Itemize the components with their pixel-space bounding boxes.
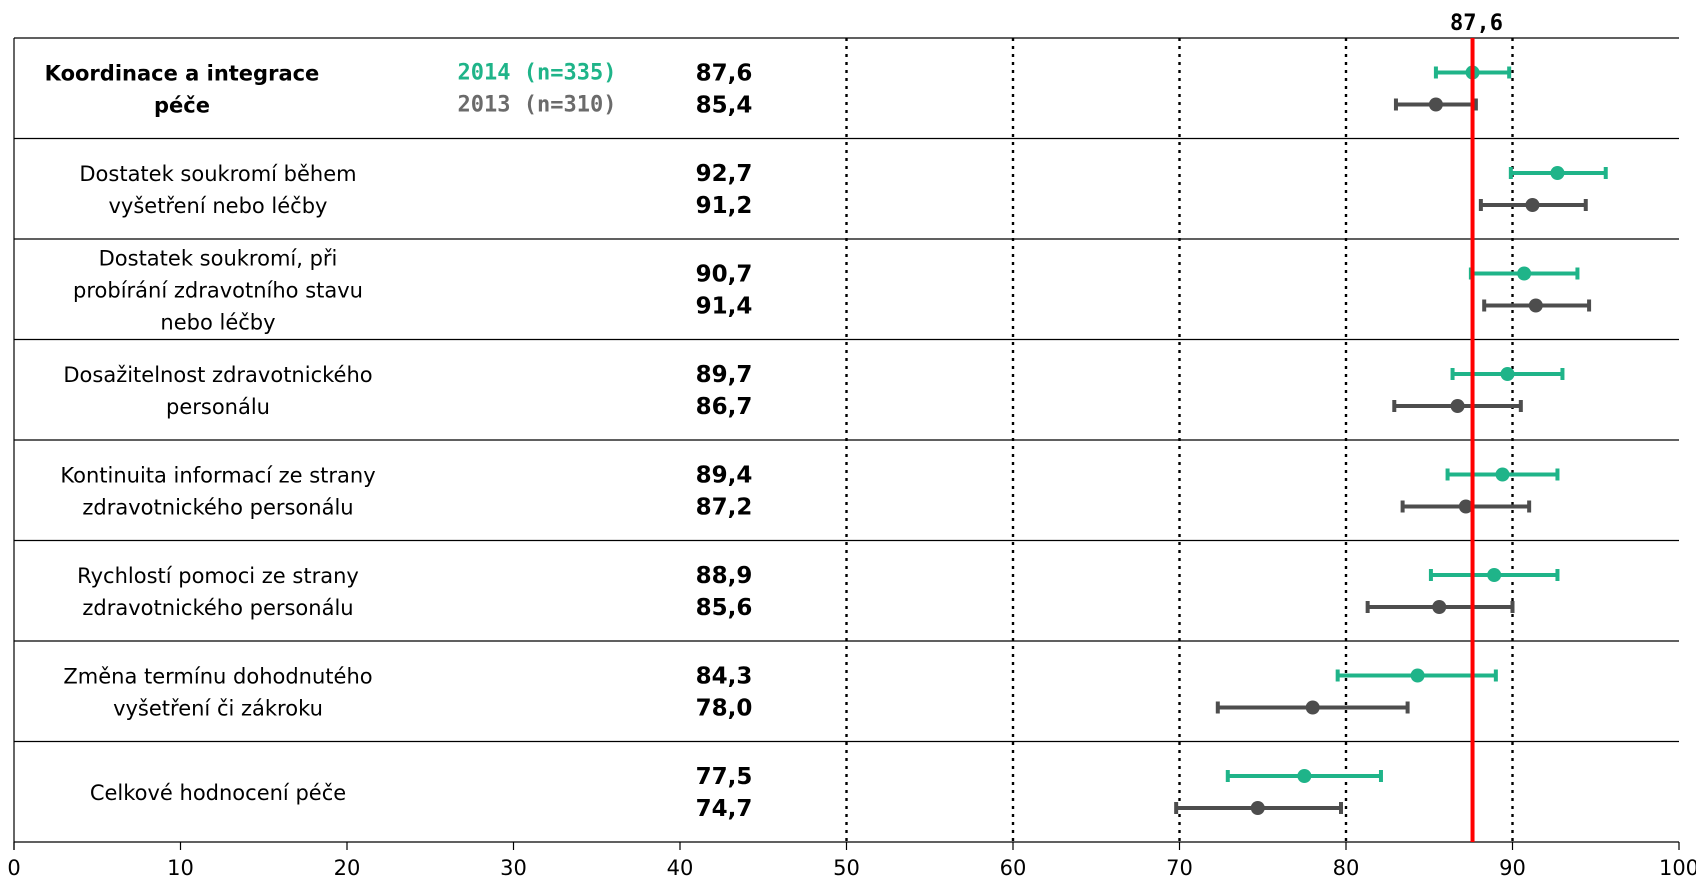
value-label-2014: 77,5 [696,764,753,790]
point-2013 [1305,700,1320,715]
x-tick-label: 100 [1659,856,1696,880]
value-label-2014: 90,7 [696,262,753,288]
category-label: Rychlostí pomoci ze strany zdravotnického… [77,564,359,620]
x-tick-label: 50 [833,856,860,880]
data-marks [1174,65,1608,815]
point-2013 [1450,399,1465,413]
value-label-2014: 89,7 [696,362,753,388]
reference-line-label: 87,6 [1450,11,1503,36]
point-2014 [1550,166,1565,180]
point-2014 [1517,266,1532,281]
value-label-2013: 74,7 [696,796,753,822]
point-2014 [1410,668,1425,683]
point-2013 [1528,298,1543,313]
value-label-2014: 87,6 [696,61,753,87]
value-label-2013: 85,4 [696,93,753,119]
category-label-line: zdravotnického personálu [82,596,353,620]
x-tick-label: 70 [1166,856,1193,880]
x-tick-label: 10 [167,856,194,880]
category-label: Dostatek soukromí, při probírání zdravotn… [73,246,363,334]
value-label-2014: 88,9 [696,563,753,589]
row-layer: Koordinace a integrace péče 2014 (n=335) 20… [14,61,1679,822]
category-label-line: péče [154,93,210,117]
x-tick-label: 40 [667,856,694,880]
category-label-line: nebo léčby [160,310,275,334]
category-label-line: Dostatek soukromí, při [99,246,338,270]
category-label-line: probírání zdravotního stavu [73,278,363,302]
legend-entry: 2014 (n=335) [458,61,617,86]
x-tick-label: 30 [500,856,527,880]
category-label-line: zdravotnického personálu [82,495,353,519]
x-axis: 0 10 20 30 40 50 60 70 80 90 100 [7,37,1696,880]
category-label: Dostatek soukromí během vyšetření nebo lé… [79,162,356,218]
point-2013 [1250,801,1265,815]
category-label: Změna termínu dohodnutého vyšetření či zá… [63,664,372,720]
category-label-line: vyšetření či zákroku [113,696,323,720]
x-tick-label: 60 [1000,856,1027,880]
value-label-2013: 91,4 [696,294,753,320]
x-tick-label: 80 [1333,856,1360,880]
category-label-line: Změna termínu dohodnutého [63,664,372,688]
category-label: Kontinuita informací ze strany zdravotnic… [60,463,375,519]
x-tick-label: 0 [7,856,20,880]
point-2014 [1495,467,1510,482]
point-2013 [1525,198,1540,212]
value-label-2013: 91,2 [696,193,753,219]
value-label-2014: 84,3 [696,664,753,690]
category-label: Celkové hodnocení péče [90,781,346,805]
category-label-line: Dostatek soukromí během [79,162,356,186]
category-label-line: vyšetření nebo léčby [108,194,327,218]
point-2014 [1500,367,1515,381]
legend-entry: 2013 (n=310) [458,93,617,118]
value-label-2013: 78,0 [696,696,753,722]
value-label-2013: 85,6 [696,595,753,621]
value-label-2014: 89,4 [696,463,753,489]
category-label-line: personálu [166,395,270,419]
category-label-line: Kontinuita informací ze strany [60,463,375,487]
value-label-2014: 92,7 [696,161,753,187]
x-tick-label: 90 [1499,856,1526,880]
category-label-line: Celkové hodnocení péče [90,781,346,805]
x-tick-label: 20 [334,856,361,880]
category-label-line: Dosažitelnost zdravotnického [63,363,372,387]
category-label-line: Koordinace a integrace [45,61,320,85]
category-label: Koordinace a integrace péče [45,61,320,117]
value-label-2013: 86,7 [696,394,753,420]
value-label-2013: 87,2 [696,495,753,521]
point-2014 [1297,769,1312,783]
point-2013 [1428,97,1443,112]
point-2013 [1432,600,1447,614]
point-2014 [1487,568,1502,582]
category-label: Dosažitelnost zdravotnického personálu [63,363,372,419]
point-2013 [1458,499,1473,514]
reference-layer: 87,6 [1450,11,1503,842]
category-label-line: Rychlostí pomoci ze strany [77,564,359,588]
